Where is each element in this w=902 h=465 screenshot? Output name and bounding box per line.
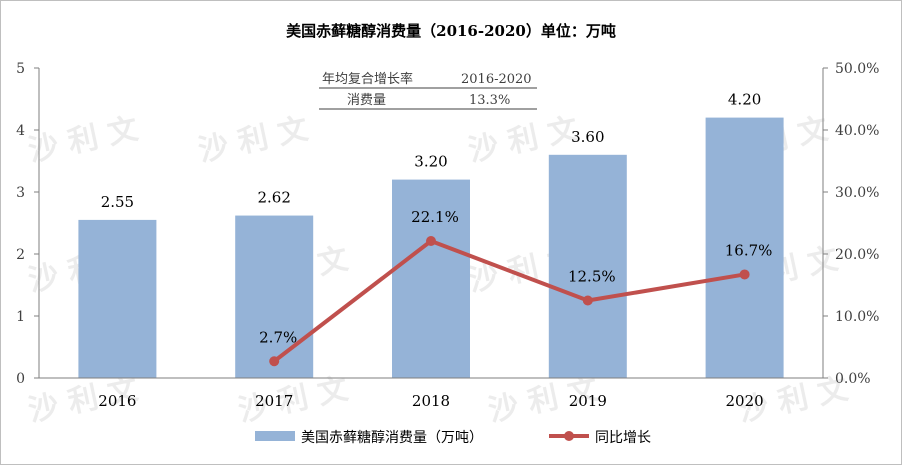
bar-2016 bbox=[78, 219, 157, 378]
cagr-header-period: 2016-2020 bbox=[461, 72, 532, 87]
legend-line-marker bbox=[564, 431, 574, 441]
bar-label-2018: 3.20 bbox=[414, 153, 447, 171]
x-tick-label-2019: 2019 bbox=[569, 392, 607, 410]
left-tick-label: 0 bbox=[16, 371, 25, 387]
right-tick-label: 50.0% bbox=[835, 61, 879, 77]
growth-label-2017: 2.7% bbox=[259, 328, 297, 346]
bar-label-2020: 4.20 bbox=[728, 91, 761, 109]
left-tick-label: 3 bbox=[16, 185, 25, 201]
cagr-table: 年均复合增长率 2016-2020 消费量 13.3% bbox=[319, 71, 537, 110]
bar-label-2017: 2.62 bbox=[257, 189, 290, 207]
right-tick-label: 10.0% bbox=[835, 309, 879, 325]
left-tick-label: 2 bbox=[16, 247, 25, 263]
x-tick-label-2020: 2020 bbox=[726, 392, 764, 410]
growth-point-2017 bbox=[269, 356, 280, 367]
growth-point-2018 bbox=[426, 235, 436, 246]
data-labels-layer: 2.55 2.62 3.20 3.60 4.20 2.7% 22.1% 12.5% 16.7% bbox=[101, 91, 773, 347]
legend-bar-swatch bbox=[255, 431, 295, 441]
cagr-row-value: 13.3% bbox=[469, 93, 510, 108]
cagr-header-label: 年均复合增长率 bbox=[322, 71, 413, 87]
growth-point-2020 bbox=[739, 269, 750, 280]
cagr-row-label: 消费量 bbox=[347, 93, 386, 108]
growth-label-2018: 22.1% bbox=[411, 208, 459, 226]
watermark-text: 沙 利 文 bbox=[195, 112, 311, 169]
left-tick-label: 1 bbox=[16, 309, 25, 325]
growth-line bbox=[272, 238, 745, 363]
growth-point-2019 bbox=[582, 295, 593, 306]
bar-2017 bbox=[235, 215, 314, 378]
growth-label-2020: 16.7% bbox=[725, 241, 773, 259]
bar-2019 bbox=[548, 154, 627, 378]
left-tick-label: 4 bbox=[16, 123, 25, 139]
growth-line-layer bbox=[269, 235, 750, 367]
bars-layer bbox=[78, 117, 784, 378]
x-tick-label-2017: 2017 bbox=[255, 392, 293, 410]
growth-label-2019: 12.5% bbox=[568, 268, 616, 286]
legend: 美国赤藓糖醇消费量（万吨） 同比增长 bbox=[255, 429, 651, 446]
watermark-text: 沙 利 文 bbox=[25, 112, 141, 169]
right-tick-label: 30.0% bbox=[835, 185, 879, 201]
right-tick-label: 0.0% bbox=[835, 371, 871, 387]
left-tick-label: 5 bbox=[16, 61, 25, 77]
legend-bar-label: 美国赤藓糖醇消费量（万吨） bbox=[301, 429, 483, 446]
legend-line-label: 同比增长 bbox=[595, 430, 651, 446]
bar-2018 bbox=[392, 179, 470, 378]
right-tick-label: 40.0% bbox=[835, 123, 879, 139]
x-tick-label-2018: 2018 bbox=[412, 392, 450, 410]
chart-title: 美国赤藓糖醇消费量（2016-2020）单位：万吨 bbox=[286, 22, 616, 40]
right-tick-label: 20.0% bbox=[835, 247, 879, 263]
x-tick-label-2016: 2016 bbox=[98, 392, 136, 410]
bar-label-2016: 2.55 bbox=[101, 193, 134, 211]
bar-2020 bbox=[705, 117, 784, 378]
bar-label-2019: 3.60 bbox=[571, 128, 604, 146]
